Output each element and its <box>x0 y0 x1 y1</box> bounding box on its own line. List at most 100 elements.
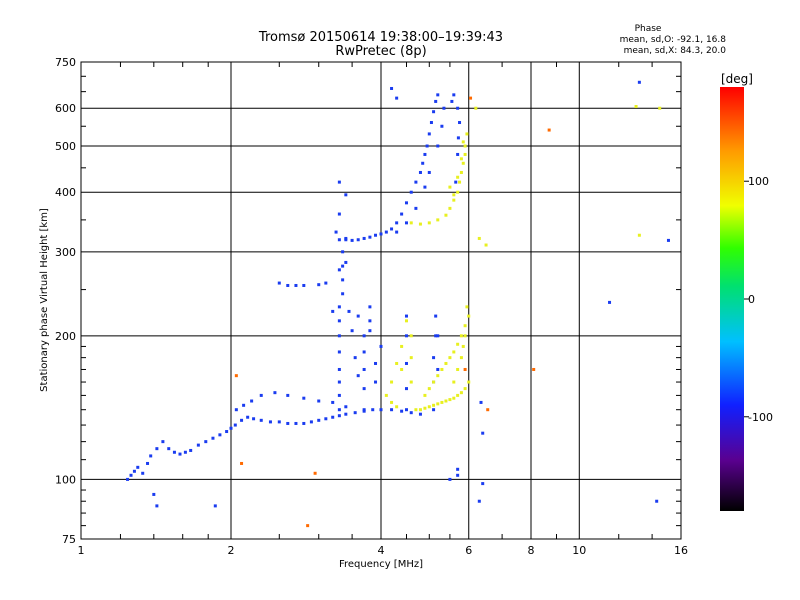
data-point <box>427 132 431 136</box>
data-point <box>141 471 145 475</box>
data-point <box>350 329 354 333</box>
chart-subtitle: RwPretec (8p) <box>335 44 426 59</box>
data-point <box>229 426 233 430</box>
data-point <box>196 443 200 447</box>
data-point <box>452 350 456 354</box>
data-point <box>434 314 438 318</box>
data-point <box>459 157 463 161</box>
chart-title: Tromsø 20150614 19:38:00–19:39:43 <box>258 30 503 45</box>
data-point <box>155 447 159 451</box>
data-point <box>463 387 467 391</box>
data-point <box>337 212 341 216</box>
data-point <box>481 431 485 435</box>
data-point <box>341 292 345 296</box>
data-point <box>368 329 372 333</box>
data-point <box>456 106 460 110</box>
data-point <box>341 278 345 282</box>
data-point <box>362 334 366 338</box>
data-point <box>436 334 440 338</box>
data-point <box>436 144 440 148</box>
data-point <box>463 152 467 156</box>
y-tick-label: 300 <box>55 246 76 259</box>
data-point <box>465 305 469 309</box>
data-point <box>432 110 436 114</box>
data-point <box>353 411 357 415</box>
data-point <box>390 86 394 90</box>
y-tick-label: 750 <box>55 56 76 69</box>
data-point <box>418 412 422 416</box>
data-point <box>459 334 463 338</box>
data-point <box>427 170 431 174</box>
data-point <box>277 420 281 424</box>
data-point <box>337 305 341 309</box>
data-point <box>432 403 436 407</box>
data-point <box>427 387 431 391</box>
y-tick-label: 600 <box>55 102 76 115</box>
data-point <box>456 342 460 346</box>
data-point <box>461 344 465 348</box>
data-point <box>459 391 463 395</box>
data-point <box>149 454 153 458</box>
data-point <box>463 367 467 371</box>
colorbar-tick-label: -100 <box>748 411 773 424</box>
data-point <box>211 436 215 440</box>
data-point <box>637 233 641 237</box>
minor-ticks <box>81 62 681 539</box>
data-point <box>459 356 463 360</box>
data-point <box>167 447 171 451</box>
data-point <box>404 334 408 338</box>
data-point <box>356 238 360 242</box>
data-point <box>409 356 413 360</box>
data-point <box>362 408 366 412</box>
data-point <box>436 374 440 378</box>
data-point <box>259 393 263 397</box>
data-point <box>233 423 237 427</box>
data-point <box>146 461 150 465</box>
stats-line-o: mean, sd,O: -92.1, 16.8 <box>620 35 727 45</box>
data-point <box>400 367 404 371</box>
data-point <box>400 344 404 348</box>
x-tick-label: 4 <box>378 544 385 557</box>
data-point <box>172 450 176 454</box>
data-point <box>634 105 638 109</box>
data-point <box>450 99 454 103</box>
data-point <box>344 238 348 242</box>
data-point <box>218 433 222 437</box>
data-point <box>374 233 378 237</box>
data-point <box>344 405 348 409</box>
data-point <box>337 393 341 397</box>
data-point <box>126 477 130 481</box>
data-point <box>356 374 360 378</box>
data-point <box>456 152 460 156</box>
data-point <box>404 361 408 365</box>
data-point <box>409 221 413 225</box>
x-tick-label: 10 <box>572 544 586 557</box>
data-point <box>427 221 431 225</box>
data-point <box>353 356 357 360</box>
data-point <box>306 524 310 528</box>
y-tick-label: 200 <box>55 330 76 343</box>
data-point <box>655 499 659 503</box>
data-point <box>432 408 436 412</box>
data-point <box>294 283 298 287</box>
data-point <box>658 106 662 110</box>
data-point <box>458 121 462 125</box>
y-tick-label: 100 <box>55 473 76 486</box>
data-point <box>178 452 182 456</box>
data-point <box>390 227 394 231</box>
data-point <box>286 421 290 425</box>
data-point <box>409 190 413 194</box>
data-point <box>440 400 444 404</box>
data-point <box>444 399 448 403</box>
data-point <box>337 408 341 412</box>
data-point <box>331 309 335 313</box>
data-point <box>395 96 399 100</box>
data-point <box>444 213 448 217</box>
data-point <box>268 420 272 424</box>
data-point <box>317 399 321 403</box>
data-point <box>469 96 473 100</box>
stats-line-x: mean, sd,X: 84.3, 20.0 <box>624 46 727 56</box>
data-point <box>337 380 341 384</box>
colorbar-ticks: 100 0 -100 <box>744 175 773 424</box>
data-point <box>452 396 456 400</box>
